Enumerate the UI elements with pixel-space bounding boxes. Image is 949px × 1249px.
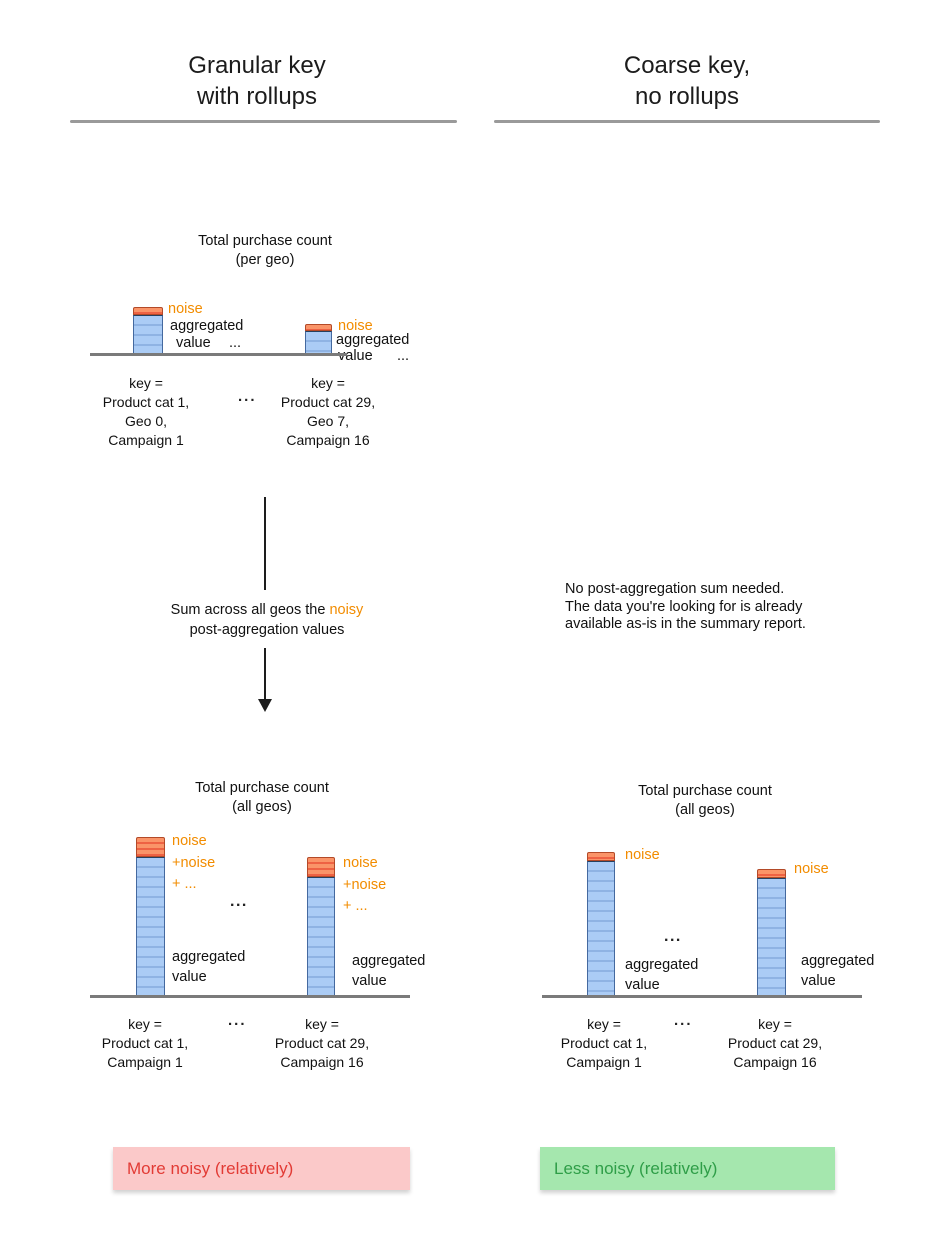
aggregated-label: aggregated <box>170 318 244 334</box>
chart-title-all-geos-left: Total purchase count (all geos) <box>195 780 329 815</box>
bar-body <box>133 315 163 355</box>
bar-body <box>307 877 335 997</box>
header-underline-left <box>70 120 457 123</box>
noise-cap <box>587 852 615 861</box>
sum-instruction: Sum across all geos the noisy post-aggre… <box>117 600 417 640</box>
arrow-head-icon <box>258 699 272 712</box>
bar-all-geos-left-2 <box>307 857 335 997</box>
verdict-less-noisy: Less noisy (relatively) <box>540 1147 835 1190</box>
noise-cap <box>757 869 786 878</box>
keys-ellipsis: ... <box>228 1012 247 1029</box>
key-label: key = Product cat 29, Geo 7, Campaign 16 <box>280 375 376 448</box>
bar-body <box>136 857 165 997</box>
sum-instruction-noisy: noisy <box>329 602 364 618</box>
bar-all-geos-right-1 <box>587 852 615 997</box>
bars-ellipsis: ... <box>664 928 682 945</box>
key-label: key = Product cat 29, Campaign 16 <box>727 1016 823 1070</box>
noise-cap <box>136 837 165 857</box>
chart-title-per-geo: Total purchase count (per geo) <box>198 233 332 268</box>
noise-label: noise <box>794 861 829 877</box>
noise-sum-label: noise +noise + ... <box>343 855 387 914</box>
bar-body <box>305 331 332 355</box>
axis-all-geos-right <box>542 995 862 998</box>
aggregated-value-label: aggregated value <box>801 953 875 989</box>
key-label: key = Product cat 1, Campaign 1 <box>560 1016 648 1070</box>
no-sum-note: No post-aggregation sum needed. The data… <box>565 581 806 632</box>
arrow-line-top <box>264 497 266 590</box>
key-label: key = Product cat 1, Geo 0, Campaign 1 <box>102 375 190 448</box>
verdict-more-noisy-label: More noisy (relatively) <box>127 1158 294 1178</box>
bar-all-geos-right-2 <box>757 869 786 997</box>
sum-instruction-line2: post-aggregation values <box>189 622 345 638</box>
bar-per-geo-1 <box>133 307 163 355</box>
verdict-more-noisy: More noisy (relatively) <box>113 1147 410 1190</box>
chart-title-all-geos-right: Total purchase count (all geos) <box>638 783 772 818</box>
trailing-dots: ... <box>397 348 410 364</box>
bar-per-geo-2 <box>305 324 332 355</box>
axis-all-geos-left <box>90 995 410 998</box>
aggregated-value-label: aggregated value <box>172 949 246 985</box>
keys-ellipsis: ... <box>674 1012 693 1029</box>
verdict-less-noisy-label: Less noisy (relatively) <box>554 1158 718 1178</box>
trailing-dots: ... <box>229 335 242 351</box>
bar-body <box>757 878 786 997</box>
noise-label: noise <box>338 318 373 334</box>
noise-label: noise <box>168 301 203 317</box>
column-header-right: Coarse key, no rollups <box>623 52 751 110</box>
bar-all-geos-left-1 <box>136 837 165 997</box>
key-label: key = Product cat 29, Campaign 16 <box>274 1016 370 1070</box>
sum-instruction-prefix: Sum across all geos the <box>170 602 330 618</box>
arrow-line-bottom <box>264 648 266 700</box>
column-header-left: Granular key with rollups <box>188 52 326 110</box>
key-label: key = Product cat 1, Campaign 1 <box>101 1016 189 1070</box>
noise-cap <box>307 857 335 877</box>
noise-cap <box>133 307 163 315</box>
header-underline-right <box>494 120 880 123</box>
aggregated-value-label: aggregated value <box>625 957 699 993</box>
noise-label: noise <box>625 847 660 863</box>
bar-body <box>587 861 615 997</box>
aggregated-label: aggregated <box>336 332 410 348</box>
noise-cap <box>305 324 332 331</box>
noise-sum-label: noise +noise + ... <box>172 833 216 892</box>
bars-ellipsis: ... <box>230 893 248 910</box>
value-label: value <box>338 348 373 364</box>
axis-per-geo <box>90 353 347 356</box>
value-label: value <box>176 335 211 351</box>
keys-ellipsis: ... <box>238 388 257 405</box>
aggregated-value-label: aggregated value <box>352 953 426 989</box>
